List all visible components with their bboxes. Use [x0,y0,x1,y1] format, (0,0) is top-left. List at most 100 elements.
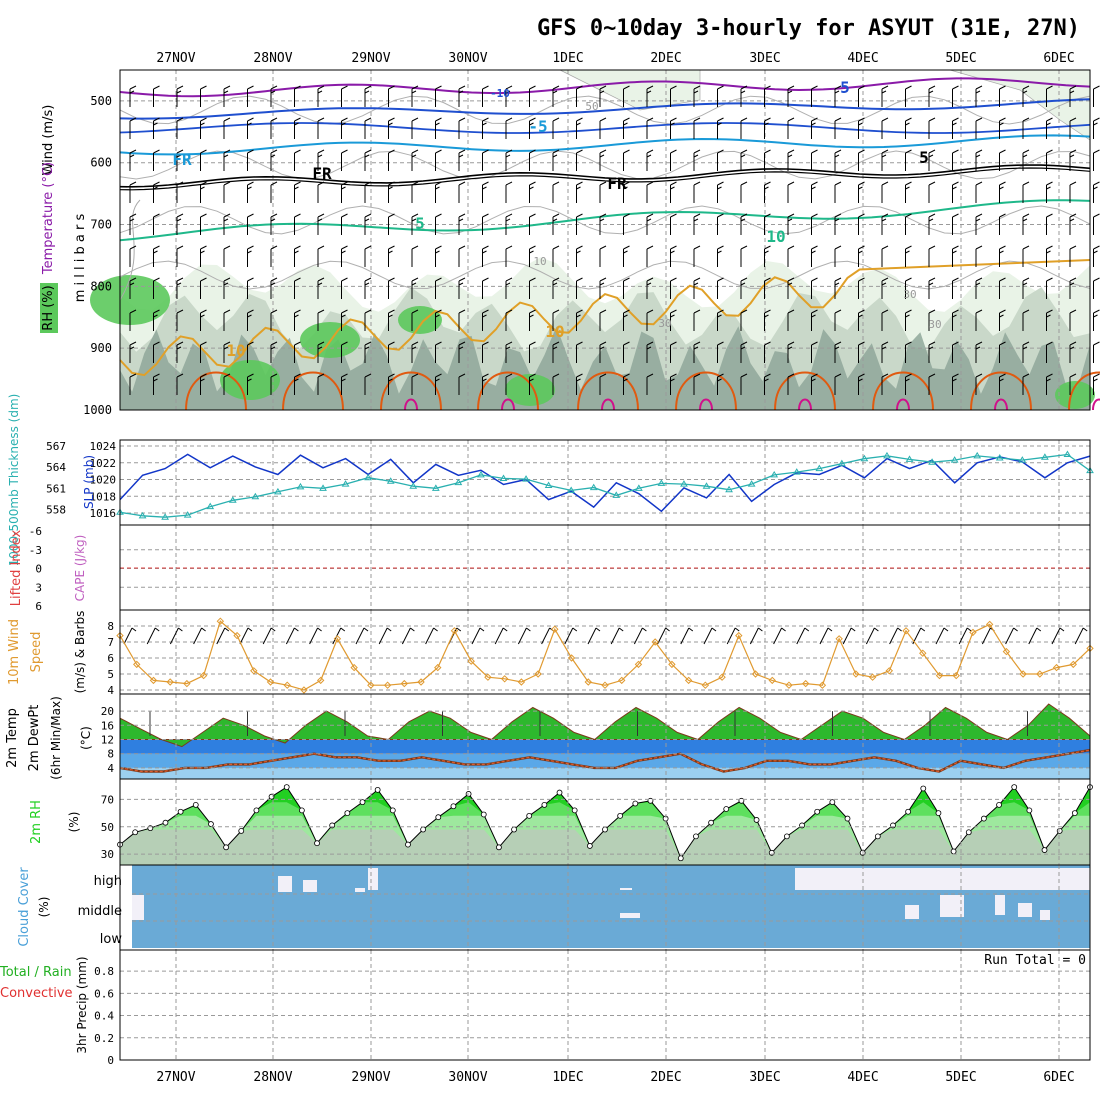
run-total: Run Total = 0 [984,953,1086,968]
pressure-tick: 900 [90,341,112,355]
temp-band [120,767,1090,779]
wind-barb [341,341,348,363]
wind-barb [670,277,677,299]
cloud-clear-gap [1065,868,1075,888]
thickness-point [228,496,237,503]
wind-barb [646,341,654,363]
wind-barb [317,341,325,363]
contour-label: -10 [490,87,510,100]
thickness-tick: 558 [46,503,66,516]
temp-contour-red [477,371,539,411]
wind-speed-point [634,660,643,669]
wind-barb [482,85,489,107]
wind-barb [364,149,372,171]
wind-barb [505,117,513,139]
wind-speed-point [400,679,409,688]
temp-tick: 4 [107,762,114,775]
wind-barb [787,309,795,331]
rh-shade-green [1055,381,1095,409]
thickness-point [138,511,147,519]
wind-barb [1022,309,1030,331]
wind-barb [834,181,842,203]
wind-barb [834,117,842,139]
wind-barb [294,149,301,171]
contour-label: 10 [545,322,564,341]
rh2m-area-low [120,829,1090,865]
wind-barb [1069,373,1077,395]
wind-barb [364,373,372,395]
wind-speed-point [383,681,392,689]
wind-tick: 6 [107,652,114,665]
wind-barb [670,309,677,331]
wind-barb-10m [680,627,694,645]
wind-barb-10m [285,627,299,645]
rh2m-point [480,811,487,818]
wind-barb [623,309,630,331]
date-label-top: 6DEC [1043,51,1074,66]
wind-barb-10m [935,627,949,645]
wind-barb [200,309,207,331]
wind-barb [317,309,325,331]
thickness-point [341,480,350,487]
wind-barb [646,309,654,331]
wind-barb [294,309,301,331]
wind-barb [599,341,607,363]
wind-barb [717,117,724,139]
wind-barb [552,149,560,171]
thickness-tick: 567 [46,440,66,453]
rh-contour [119,95,1091,125]
ylabel-wind: Wind (m/s) [41,105,56,176]
wind-barb [247,149,254,171]
temp-contour-red [872,371,934,411]
temp-tick: 20 [101,705,114,718]
wind-barb [247,373,254,395]
thickness-point [364,473,373,481]
wind-barb [693,277,701,299]
wind-barb [294,117,301,139]
contour-label: 5 [919,148,929,167]
wind-barb [717,309,724,331]
wind-barb [811,341,818,363]
wind-barb [176,213,184,235]
rh2m-point [1041,847,1048,853]
thickness-point [522,475,530,482]
wind-barb [881,117,889,139]
wind-barb [717,181,724,203]
date-label-bottom: 5DEC [945,1070,976,1085]
thickness-point [928,458,936,465]
wind-speed-point [768,676,776,685]
ylabel-temp-unit: (°C) [79,726,93,750]
wind-barb [1046,85,1053,107]
wind-barb [1022,85,1030,107]
wind-barb [646,245,654,267]
thickness-point [567,486,576,493]
wind-speed-point [500,675,509,683]
wind-barb [435,277,442,299]
wind-barb [411,149,419,171]
wind-barb [129,85,137,107]
thickness-point [206,502,215,510]
wind-barb [599,213,607,235]
wind-barb [693,213,701,235]
wind-barb [341,181,348,203]
temp-contour-magenta [1092,398,1100,411]
date-label-bottom: 30NOV [448,1070,487,1085]
wind-barb [200,85,207,107]
wind-barb [740,181,748,203]
wind-barb [223,149,231,171]
ylabel-precip-total: Total / Rain [0,965,72,980]
wind-barb [1046,277,1053,299]
wind-barb [435,341,442,363]
wind-barb [975,117,983,139]
wind-barb-10m [889,627,902,645]
ylabel-precip-convective: Convective [0,986,73,1001]
wind-speed-point [1069,660,1077,669]
temp-contour-teal [119,199,1091,242]
wind-barb-10m [1051,627,1065,645]
wind-barb [764,277,771,299]
wind-barb [599,373,607,395]
temp-contour-blue [119,98,1091,120]
wind-barb [858,117,865,139]
ylabel-cloud: Cloud Cover [17,867,32,947]
wind-barb [670,181,677,203]
